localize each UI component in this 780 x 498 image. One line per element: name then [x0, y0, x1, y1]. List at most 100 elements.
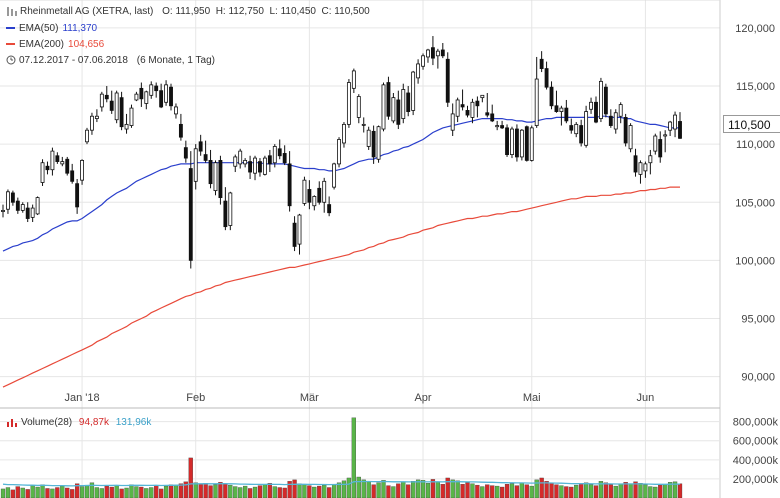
candle — [450, 103, 455, 136]
candle — [307, 180, 312, 210]
candle — [302, 176, 307, 206]
candle-body-down — [465, 110, 470, 116]
volume-bar — [144, 488, 149, 498]
candle-body-down — [159, 90, 164, 108]
volume-bar — [35, 486, 40, 498]
volume-tick-label: 400,000k — [733, 455, 779, 467]
candle — [534, 56, 539, 128]
volume-bar — [282, 487, 287, 498]
candle — [213, 160, 218, 196]
time-tick-label: Jun — [637, 392, 655, 404]
candle-body-up — [366, 129, 371, 147]
volume-bar — [292, 479, 297, 498]
candle — [589, 97, 593, 114]
candle-body-down — [169, 86, 173, 107]
volume-bar — [104, 485, 109, 498]
candle-body-up — [529, 127, 534, 161]
volume-bar — [114, 485, 119, 498]
candle-body-down — [258, 161, 262, 173]
candle-body-down — [371, 130, 376, 158]
candle — [55, 152, 60, 164]
candle-body-up — [648, 155, 653, 164]
volume-bar — [223, 483, 228, 498]
candle — [430, 36, 435, 66]
candle-body-up — [510, 128, 514, 155]
candle-body-down — [475, 100, 480, 107]
candle — [30, 204, 35, 223]
candle-body-up — [302, 179, 307, 204]
candle-body-up — [346, 82, 351, 125]
candle — [40, 159, 45, 186]
candle-body-down — [386, 82, 391, 117]
volume-bar — [55, 487, 60, 498]
candle — [618, 102, 623, 124]
volume-bar — [15, 486, 20, 498]
candle — [119, 91, 124, 131]
volume-bar — [391, 486, 396, 498]
candle-body-up — [129, 107, 134, 126]
candle — [144, 90, 149, 110]
candle — [574, 122, 579, 138]
candle — [485, 92, 490, 118]
volume-bar — [327, 487, 332, 498]
candle-body-up — [342, 123, 346, 144]
volume-bar — [623, 482, 628, 498]
candle — [45, 161, 50, 175]
candle — [346, 79, 351, 128]
candle-body-down — [104, 94, 109, 100]
volume-bar — [124, 487, 129, 498]
candle-body-up — [351, 70, 356, 89]
candle-body-up — [40, 162, 45, 183]
candle-body-up — [30, 207, 35, 218]
volume-bar — [159, 488, 164, 498]
candle-body-down — [65, 158, 70, 174]
candle — [544, 61, 549, 90]
volume-bar — [549, 483, 554, 498]
candle — [277, 139, 282, 160]
candle-body-down — [223, 200, 228, 228]
volume-bar — [608, 484, 613, 498]
candle-body-down — [317, 187, 322, 203]
volume-bar — [435, 481, 440, 498]
candle — [564, 99, 569, 124]
candle-body-down — [608, 115, 613, 126]
volume-bar — [208, 485, 213, 498]
candle-body-up — [337, 139, 341, 165]
candle — [678, 112, 682, 139]
candle — [514, 124, 519, 162]
candle — [421, 53, 425, 70]
candle — [603, 83, 608, 118]
volume-bar — [154, 485, 159, 498]
candle — [114, 90, 119, 124]
clock-icon — [6, 55, 16, 65]
volume-bar — [579, 483, 584, 498]
candle — [243, 158, 248, 168]
candle-body-up — [638, 162, 643, 175]
candle — [228, 191, 233, 231]
volume-bar — [539, 477, 544, 498]
candle — [317, 181, 322, 205]
candle — [549, 81, 554, 110]
candle-body-down — [183, 147, 188, 159]
candle — [455, 97, 460, 123]
candle — [124, 113, 129, 134]
candle — [663, 130, 668, 153]
candle — [262, 155, 267, 176]
candle-body-up — [653, 135, 658, 152]
volume-bar — [450, 479, 455, 498]
candle — [272, 144, 277, 168]
ema200-line-group — [2, 186, 680, 388]
candle — [218, 155, 223, 205]
candle — [337, 137, 341, 168]
candle-body-down — [594, 101, 598, 123]
volume-bar — [490, 485, 495, 498]
candle — [253, 155, 257, 181]
volume-bar — [559, 485, 564, 498]
candle-body-down — [25, 207, 30, 219]
candle — [183, 140, 188, 163]
candle — [65, 156, 70, 176]
candle — [233, 154, 238, 173]
candle-body-up — [114, 92, 119, 121]
candle-body-up — [262, 157, 267, 175]
time-tick-label: Feb — [186, 392, 205, 404]
